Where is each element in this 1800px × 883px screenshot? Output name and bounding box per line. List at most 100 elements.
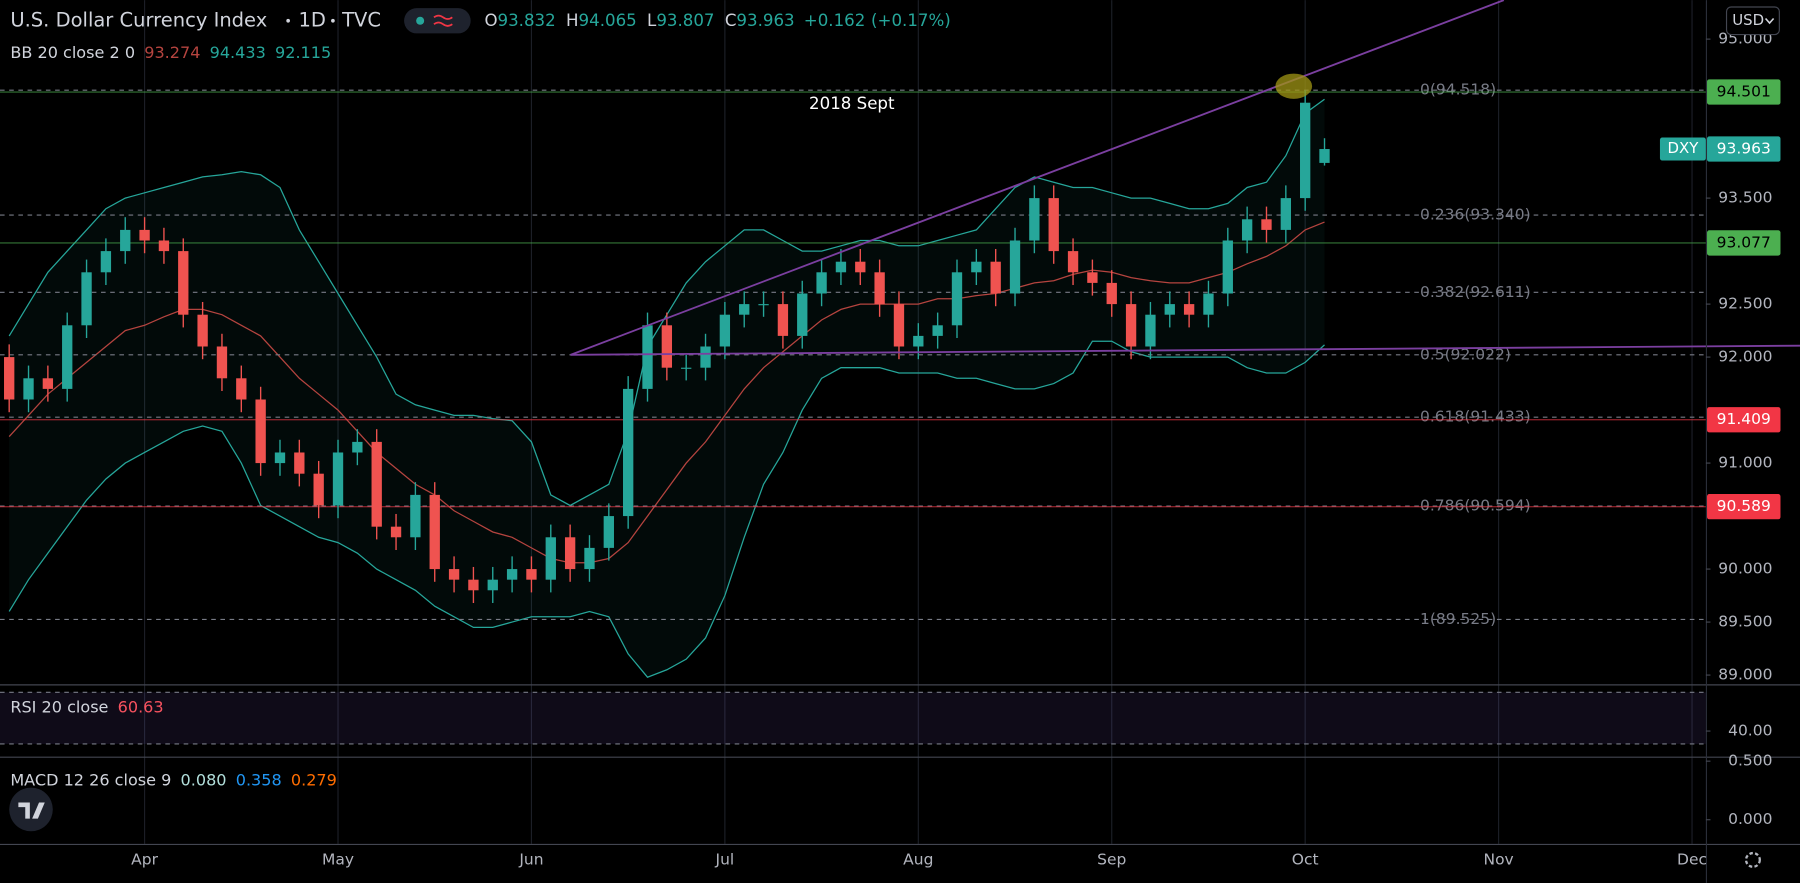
y-tick-label: 92.500: [1718, 295, 1772, 313]
candle-body: [1261, 219, 1272, 230]
candle-layer: [4, 89, 1330, 603]
candle-body: [4, 357, 15, 400]
change-pct: (+0.17%): [871, 10, 951, 29]
candle-body: [158, 240, 170, 252]
candle-body: [23, 378, 34, 400]
fib-label: 0.618(91.433): [1420, 408, 1531, 426]
separator-dot: [286, 18, 290, 23]
macd-tick-label: 0.500: [1728, 752, 1772, 770]
candle-body: [913, 335, 924, 347]
price-tag-label: 91.409: [1717, 410, 1771, 428]
candle-body: [526, 569, 537, 580]
price-tag: [1707, 407, 1781, 433]
ohlc-letter: H: [566, 10, 579, 29]
candle-body: [216, 346, 228, 379]
candle-body: [1125, 304, 1137, 347]
x-tick-label: Jun: [518, 850, 543, 868]
candle-body: [274, 452, 286, 464]
caret-icon: [1764, 17, 1775, 25]
macd-value: 0.358: [236, 770, 282, 789]
candle-body: [255, 399, 266, 464]
currency: USD: [1732, 11, 1764, 29]
candle-body: [1009, 240, 1021, 294]
level-layer: 0(94.518) 0.236(93.340) 0.382(92.611) 0.5(9…: [0, 81, 1706, 628]
bb-line: [8, 340, 1325, 678]
candle-body: [81, 272, 92, 326]
status-icon: [433, 14, 453, 27]
candle-body: [1241, 219, 1253, 241]
currency-button[interactable]: [1725, 6, 1780, 36]
last-price-label: 93.963: [1717, 140, 1771, 158]
fib-label: 0.382(92.611): [1420, 283, 1531, 301]
price-tag-label: 94.501: [1717, 83, 1771, 101]
y-tick-label: 89.000: [1718, 666, 1772, 684]
fib-label: 0(94.518): [1420, 81, 1496, 99]
candle-body: [429, 494, 440, 570]
ohlc-value: 93.807: [656, 10, 714, 29]
candle-body: [1029, 198, 1040, 241]
candle-body: [622, 388, 634, 517]
candle-body: [642, 325, 653, 389]
bb-fill: [9, 99, 1325, 678]
ohlc-letter: L: [647, 10, 657, 29]
trend-line: [570, 344, 1800, 356]
source: TVC: [341, 8, 381, 31]
settings-icon[interactable]: [1744, 851, 1761, 868]
y-tick-label: 93.500: [1718, 189, 1772, 207]
candle-body: [681, 367, 692, 369]
candle-body: [564, 537, 576, 570]
y-tick-label: 90.000: [1718, 560, 1772, 578]
candle-body: [62, 325, 73, 389]
candle-body: [1145, 314, 1156, 347]
ohlc-value: 94.065: [579, 10, 637, 29]
candle-body: [584, 547, 595, 570]
interval: 1D: [298, 8, 325, 31]
price-tags: 94.501 93.077 91.409 90.589 DXY 93.963: [1659, 79, 1781, 520]
status-pill[interactable]: [404, 8, 471, 34]
candle-body: [42, 378, 54, 389]
candle-body: [139, 229, 150, 241]
candle-body: [294, 452, 305, 474]
candle-body: [120, 229, 131, 252]
ohlc-letter: O: [484, 10, 497, 29]
symbol-title: U.S. Dollar Currency Index: [10, 8, 267, 31]
candle-body: [352, 441, 363, 453]
ohlc-value: 93.963: [736, 10, 794, 29]
rsi-label: RSI 20 close: [10, 697, 108, 716]
candle-body: [661, 325, 673, 368]
x-tick-label: Apr: [131, 850, 158, 868]
bb-value: 94.433: [210, 42, 266, 61]
x-tick-label: Oct: [1292, 850, 1319, 868]
rsi-value: 60.63: [118, 697, 164, 716]
candle-body: [506, 569, 518, 580]
candle-body: [1183, 304, 1195, 315]
rsi-band: [0, 692, 1706, 744]
macd-label: MACD 12 26 close 9: [10, 770, 171, 789]
fib-label: 1(89.525): [1420, 610, 1496, 628]
candle-body: [371, 441, 382, 527]
trend-line: [570, 0, 1505, 356]
candle-body: [1087, 272, 1098, 283]
logo[interactable]: [9, 787, 53, 832]
candle-body: [390, 526, 402, 538]
candle-body: [545, 537, 556, 580]
bb-label: BB 20 close 2 0: [10, 42, 135, 61]
candle-body: [951, 272, 963, 326]
candle-body: [990, 261, 1001, 294]
candle-body: [100, 251, 112, 273]
highlight-ellipse: [1275, 73, 1313, 99]
x-tick-label: May: [322, 850, 354, 868]
axes: Apr May Jun Jul Aug Sep Oct Nov Dec 89.000 89.500 9…: [131, 30, 1772, 869]
bb-legend: BB 20 close 2 0 93.274 94.433 92.115: [10, 42, 331, 61]
candle-body: [1203, 293, 1214, 315]
y-tick-label: 89.500: [1718, 613, 1772, 631]
candle-body: [932, 325, 943, 336]
candle-body: [777, 304, 789, 336]
macd-value: 0.080: [181, 770, 227, 789]
candle-body: [332, 452, 344, 506]
candle-body: [487, 579, 498, 591]
x-tick-label: Nov: [1483, 850, 1513, 868]
price-tag-label: 90.589: [1717, 497, 1771, 515]
candle-body: [1222, 240, 1233, 294]
x-tick-label: Aug: [903, 850, 933, 868]
